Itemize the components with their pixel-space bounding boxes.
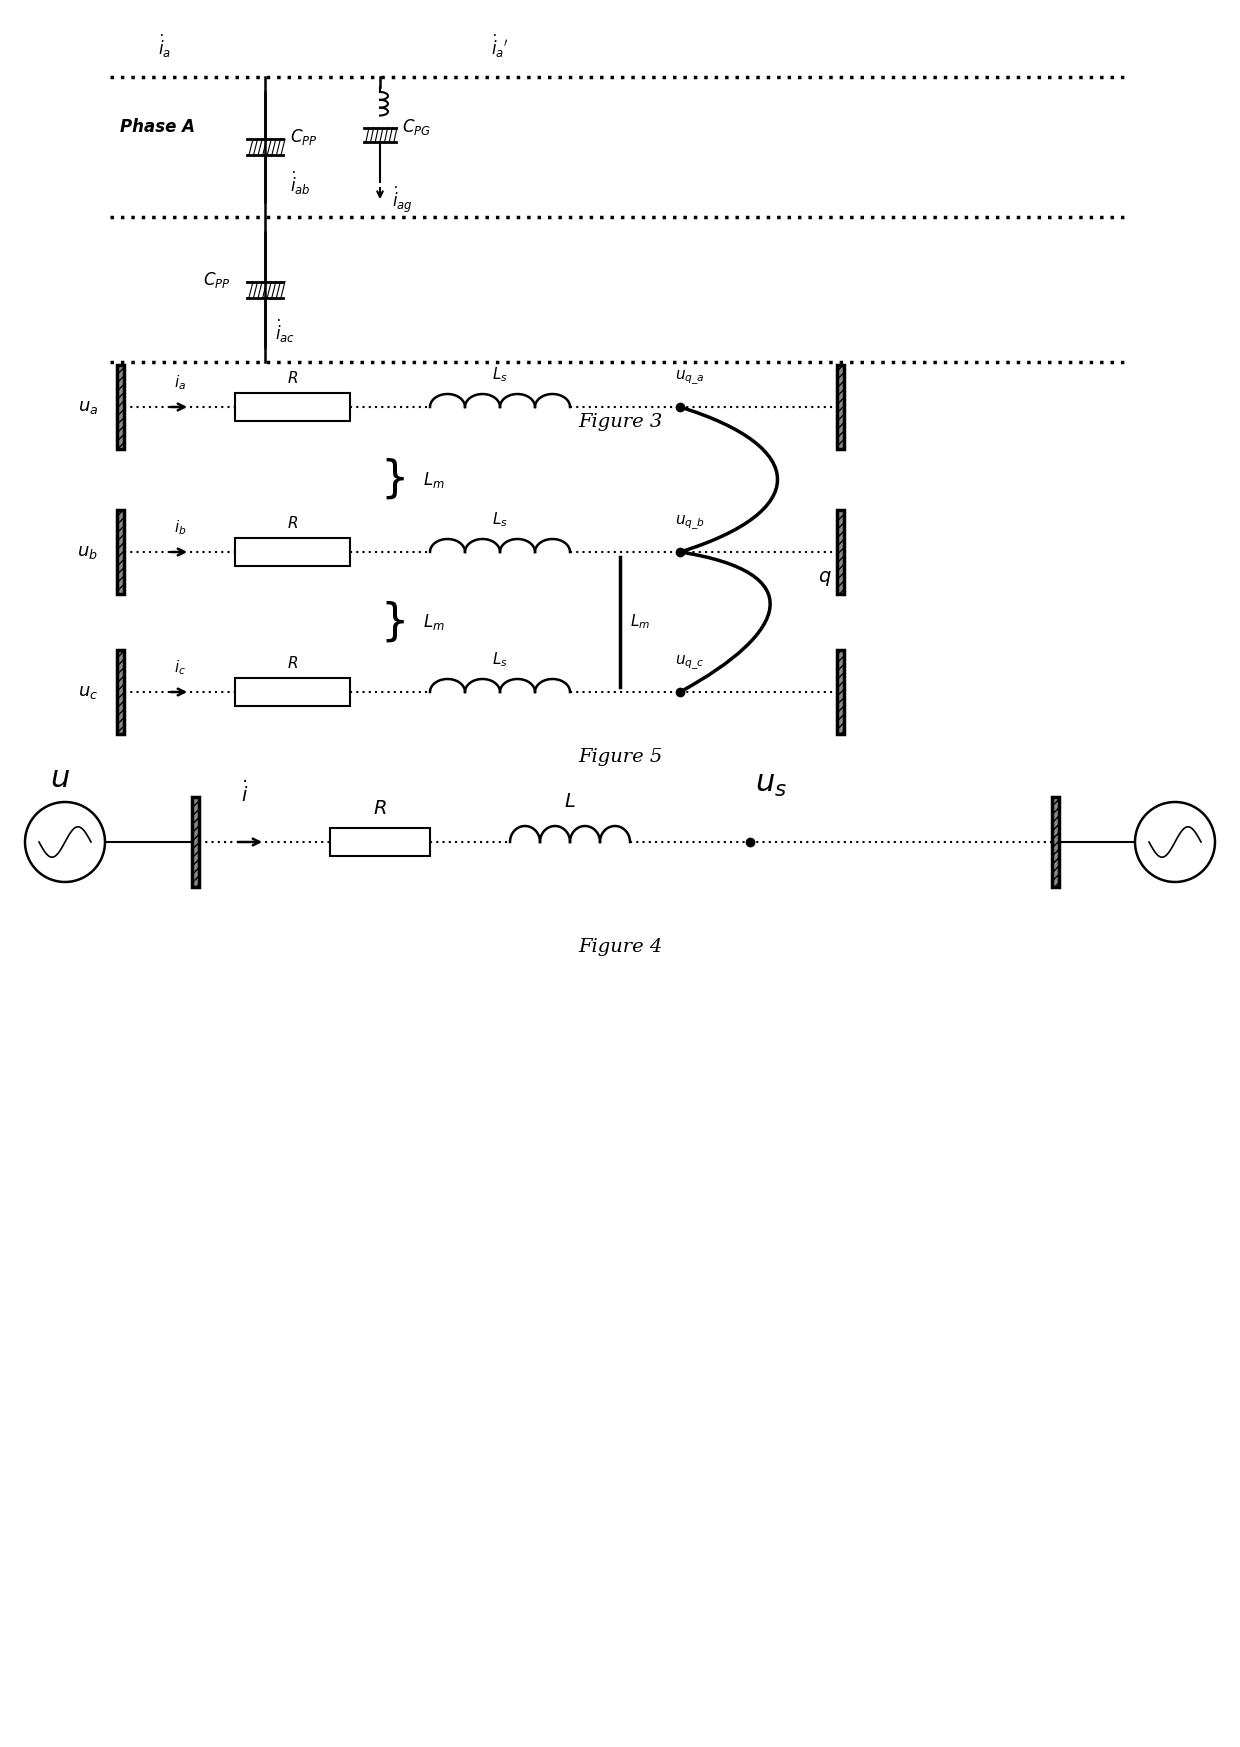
Text: $\dot{i}_{ag}$: $\dot{i}_{ag}$: [392, 185, 413, 215]
Bar: [236, 538, 350, 566]
Text: $u_b$: $u_b$: [77, 543, 98, 561]
Text: $C_{PP}$: $C_{PP}$: [290, 128, 317, 147]
Text: Figure 5: Figure 5: [578, 748, 662, 765]
Bar: [1052, 797, 1059, 887]
Text: Figure 4: Figure 4: [578, 938, 662, 956]
Text: $i_a$: $i_a$: [174, 374, 186, 391]
Text: $R$: $R$: [286, 370, 298, 386]
Text: $\dot{i}_{ac}$: $\dot{i}_{ac}$: [275, 318, 295, 344]
Text: $L_s$: $L_s$: [492, 650, 508, 669]
Bar: [236, 393, 350, 421]
Text: $L_s$: $L_s$: [492, 510, 508, 529]
Text: $\dot{i}_{ab}$: $\dot{i}_{ab}$: [290, 169, 311, 197]
Text: $i_c$: $i_c$: [174, 659, 186, 676]
Bar: [117, 650, 124, 734]
Bar: [117, 510, 124, 594]
Text: Phase A: Phase A: [120, 119, 195, 136]
Bar: [330, 828, 430, 856]
Text: $u_{q\_c}$: $u_{q\_c}$: [675, 653, 704, 671]
Text: $u_a$: $u_a$: [78, 398, 98, 416]
Text: $L_m$: $L_m$: [423, 611, 445, 632]
Text: $q$: $q$: [818, 570, 832, 589]
Bar: [236, 678, 350, 706]
Bar: [837, 365, 843, 449]
Text: $L_m$: $L_m$: [423, 470, 445, 489]
Text: $L_m$: $L_m$: [630, 613, 650, 631]
Text: $R$: $R$: [286, 515, 298, 531]
Text: $\dot{i}$: $\dot{i}$: [242, 781, 249, 805]
Text: $C_{PG}$: $C_{PG}$: [402, 117, 432, 136]
Bar: [837, 510, 843, 594]
Text: $R$: $R$: [373, 798, 387, 818]
Text: }: }: [381, 458, 409, 501]
Bar: [191, 797, 198, 887]
Text: $C_{PP}$: $C_{PP}$: [203, 269, 231, 290]
Text: $u_c$: $u_c$: [78, 683, 98, 701]
Text: $\dot{i}_a$$'$: $\dot{i}_a$$'$: [491, 33, 508, 59]
Text: $R$: $R$: [286, 655, 298, 671]
Text: $L$: $L$: [564, 791, 575, 811]
Bar: [837, 650, 843, 734]
Text: $\mathit{u}$: $\mathit{u}$: [50, 763, 69, 793]
Text: Figure 3: Figure 3: [578, 412, 662, 432]
Text: $u_{q\_b}$: $u_{q\_b}$: [675, 514, 706, 531]
Text: $L_s$: $L_s$: [492, 365, 508, 384]
Text: $i_b$: $i_b$: [174, 519, 186, 536]
Text: $u_{q\_a}$: $u_{q\_a}$: [675, 369, 704, 386]
Text: $\dot{i}_a$: $\dot{i}_a$: [159, 33, 171, 59]
Text: $\mathit{u}_s$: $\mathit{u}_s$: [755, 769, 787, 798]
Text: }: }: [381, 601, 409, 643]
Bar: [117, 365, 124, 449]
